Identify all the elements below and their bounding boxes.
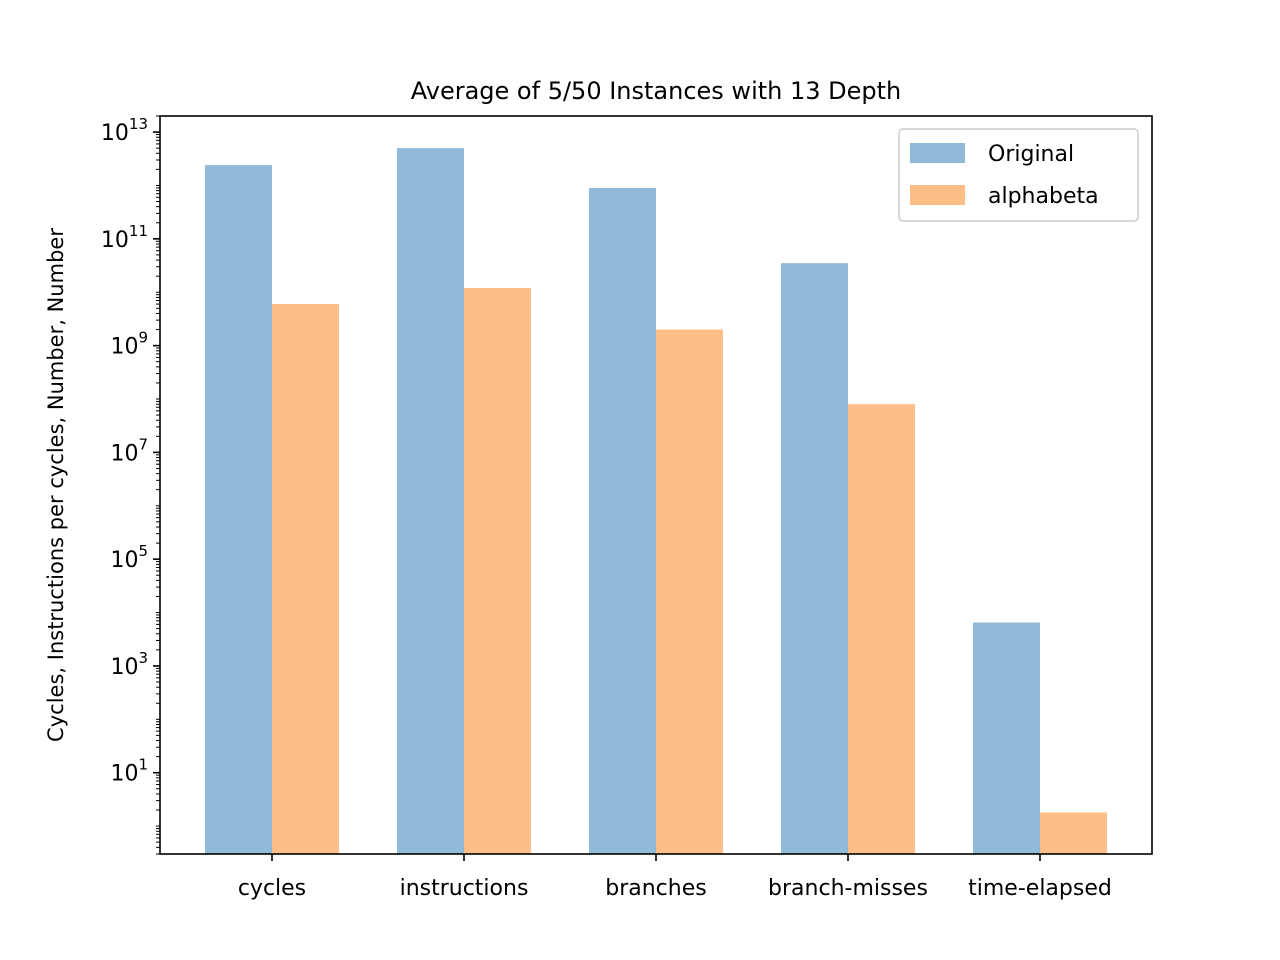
bar-alphabeta-time-elapsed: [1040, 812, 1107, 854]
bar-original-cycles: [205, 165, 272, 854]
x-tick-label: branch-misses: [768, 876, 928, 901]
bar-alphabeta-branches: [656, 329, 723, 854]
y-tick-label: 105: [110, 542, 148, 573]
legend-swatch-alphabeta: [910, 185, 965, 205]
bar-alphabeta-branch-misses: [848, 404, 915, 854]
bar-original-branches: [589, 187, 656, 854]
y-tick-label: 107: [110, 435, 148, 466]
bar-original-instructions: [397, 148, 464, 855]
x-tick-label: branches: [605, 876, 706, 901]
y-tick-label: 1013: [101, 115, 148, 146]
bar-alphabeta-instructions: [464, 288, 531, 855]
bar-original-time-elapsed: [973, 622, 1040, 854]
x-tick-label: instructions: [400, 876, 529, 901]
bar-original-branch-misses: [781, 263, 848, 855]
y-tick-label: 109: [110, 329, 148, 360]
y-axis-label: Cycles, Instructions per cycles, Number,…: [44, 228, 68, 742]
y-axis: 101 103 105 107 109 1011 1013: [101, 115, 160, 855]
legend: Original alphabeta: [898, 128, 1139, 222]
chart-title: Average of 5/50 Instances with 13 Depth: [411, 77, 902, 105]
y-tick-label: 1011: [101, 222, 148, 253]
y-tick-label: 101: [110, 756, 148, 787]
legend-swatch-original: [910, 143, 965, 163]
bars-layer: [205, 148, 1107, 855]
y-tick-label: 103: [110, 649, 148, 680]
legend-label-alphabeta: alphabeta: [988, 184, 1099, 209]
legend-label-original: Original: [988, 142, 1074, 167]
x-axis: cycles instructions branches branch-misses t…: [238, 854, 1112, 901]
x-tick-label: time-elapsed: [968, 876, 1112, 901]
bar-alphabeta-cycles: [272, 304, 339, 854]
x-tick-label: cycles: [238, 876, 306, 901]
